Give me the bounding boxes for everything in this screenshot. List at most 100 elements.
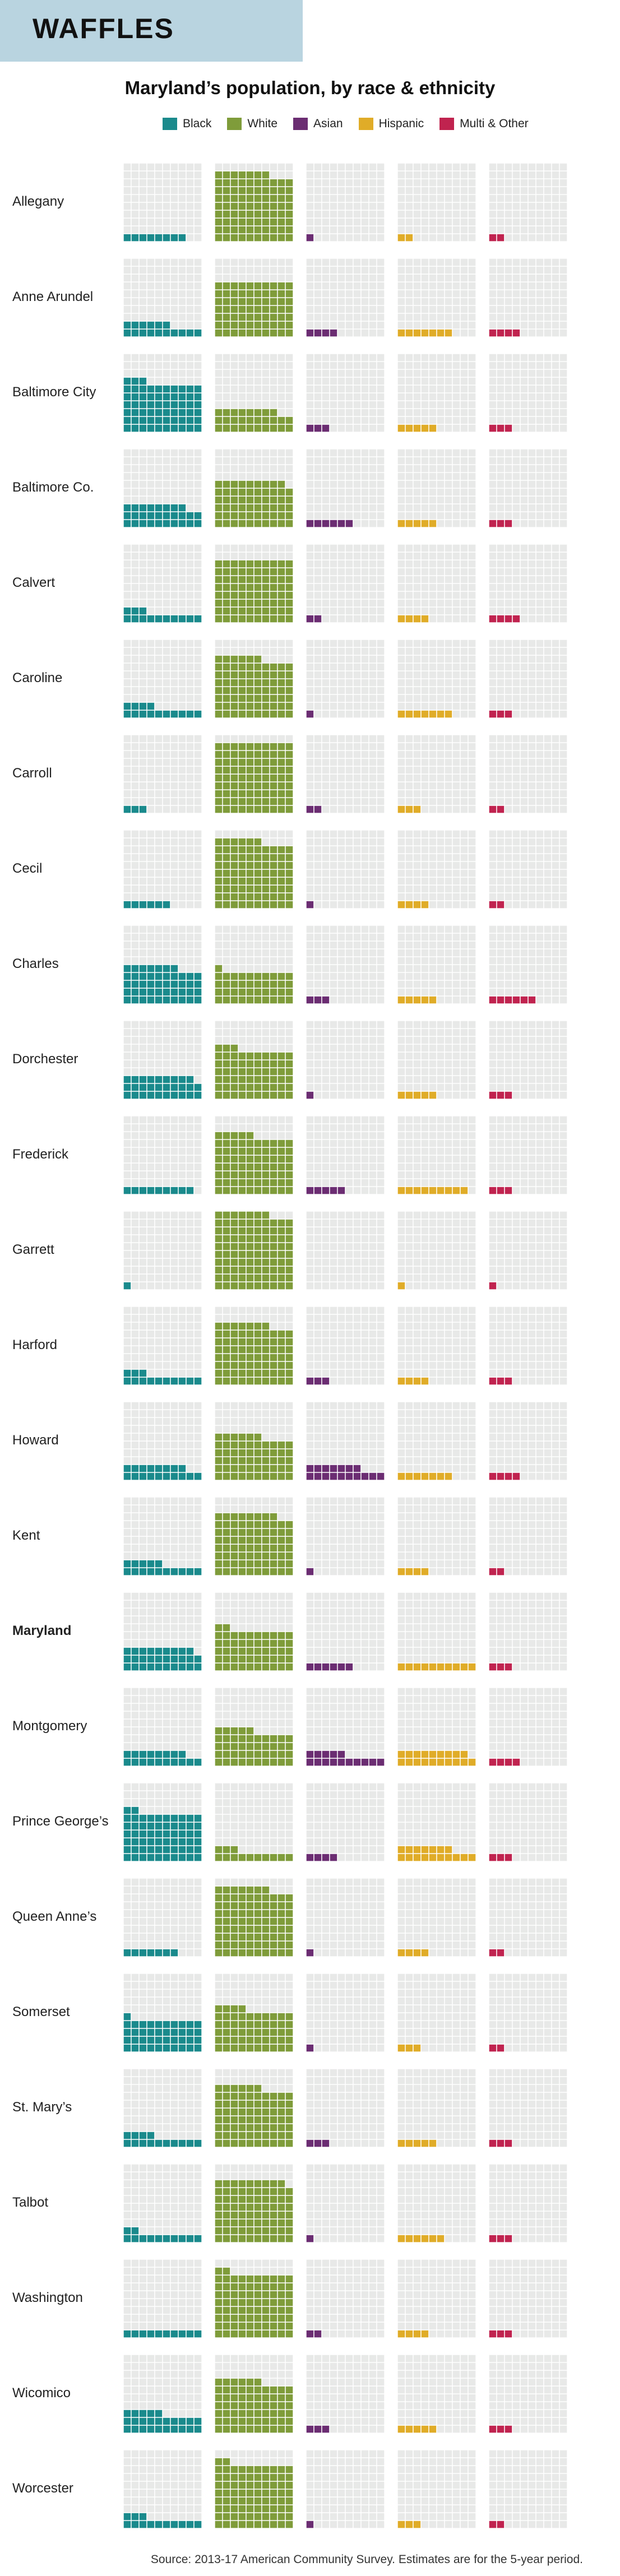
waffle-square-empty [376,313,385,322]
waffle-square-empty [329,297,338,306]
waffle-square-empty [178,297,187,306]
waffle-square-filled [246,980,255,989]
waffle-square-empty [520,925,529,934]
waffle-square-filled [238,1075,247,1084]
waffle-square-empty [452,734,461,743]
waffle-square-empty [559,305,568,314]
waffle-square-empty [306,639,314,648]
waffle-square-filled [193,400,202,409]
waffle-square-filled [285,559,294,568]
waffle-square-empty [528,217,536,226]
waffle-square-filled [269,186,278,195]
waffle-square-empty [321,194,330,203]
waffle-square-empty [337,559,346,568]
waffle-square-filled [230,297,239,306]
waffle-square-empty [460,392,469,401]
waffle-square-filled [214,1075,223,1084]
waffle-square-empty [345,552,354,560]
waffle-square-empty [376,328,385,337]
waffle-square-empty [543,933,552,942]
waffle-square-filled [496,1091,505,1100]
waffle-square-empty [193,678,202,687]
waffle-square-empty [329,400,338,409]
waffle-square-empty [428,503,437,512]
waffle-square-filled [253,1083,262,1092]
waffle-square-empty [520,789,529,798]
waffle-square-empty [420,217,429,226]
waffle-square-empty [504,392,513,401]
waffle-square-empty [186,170,195,179]
waffle-square-filled [238,655,247,664]
waffle-square-empty [337,773,346,782]
waffle-square-empty [520,559,529,568]
waffle-square-empty [436,408,445,417]
waffle-square-empty [468,559,476,568]
waffle-square-empty [368,773,377,782]
waffle-square-empty [138,369,147,378]
waffle-square-empty [345,797,354,806]
waffle-square-empty [488,933,497,942]
waffle-square-empty [123,210,132,219]
waffle-square-empty [277,940,286,949]
waffle-square-empty [543,639,552,648]
waffle-square-empty [368,925,377,934]
waffle-square-empty [368,328,377,337]
waffle-square-empty [543,567,552,576]
waffle-square-empty [222,472,231,481]
waffle-square-empty [452,956,461,965]
waffle-square-empty [313,202,322,211]
waffle-square-empty [214,933,223,942]
waffle-square-empty [460,845,469,854]
waffle-square-empty [123,925,132,934]
waffle-square-empty [238,266,247,275]
waffle-square-filled [488,1091,497,1100]
waffle-square-empty [170,861,179,870]
waffle-square-empty [405,210,414,219]
waffle-square-empty [353,662,362,671]
waffle-square-empty [528,948,536,957]
waffle-square-empty [413,599,422,608]
waffle-square-empty [405,575,414,584]
waffle-square-empty [321,1020,330,1029]
waffle-square-empty [428,1020,437,1029]
waffle-square-empty [337,233,346,242]
waffle-square-filled [238,186,247,195]
waffle-square-empty [543,297,552,306]
waffle-square-empty [452,758,461,767]
waffle-square-empty [345,1083,354,1092]
waffle-square-empty [178,170,187,179]
waffle-square-empty [452,1091,461,1100]
waffle-square-empty [329,956,338,965]
waffle-square-empty [131,305,140,314]
waffle-square-empty [420,225,429,234]
waffle-square-empty [313,655,322,664]
waffle-square-empty [321,1091,330,1100]
waffle-square-filled [246,559,255,568]
waffle-square-empty [405,670,414,679]
waffle-square-empty [123,1020,132,1029]
waffle-square-empty [246,456,255,465]
waffle-square-filled [230,869,239,878]
waffle-square-empty [360,1091,369,1100]
waffle-square-empty [170,830,179,838]
waffle-square-empty [397,742,406,751]
waffle-square-empty [138,599,147,608]
waffle-square-empty [436,416,445,425]
waffle-square-empty [131,845,140,854]
waffle-square-empty [360,670,369,679]
waffle-square-empty [535,281,544,290]
waffle-square-empty [496,511,505,520]
waffle-square-filled [230,1059,239,1068]
waffle-square-empty [246,948,255,957]
waffle-square-empty [313,1091,322,1100]
waffle-square-empty [488,830,497,838]
waffle-square-empty [170,606,179,615]
waffle-square-empty [146,789,155,798]
waffle-square-filled [170,1091,179,1100]
waffle-square-empty [512,424,521,433]
waffle-square-filled [420,424,429,433]
waffle-square-filled [138,384,147,393]
waffle-square-empty [452,639,461,648]
waffle-square-empty [520,830,529,838]
waffle-square-filled [178,519,187,528]
